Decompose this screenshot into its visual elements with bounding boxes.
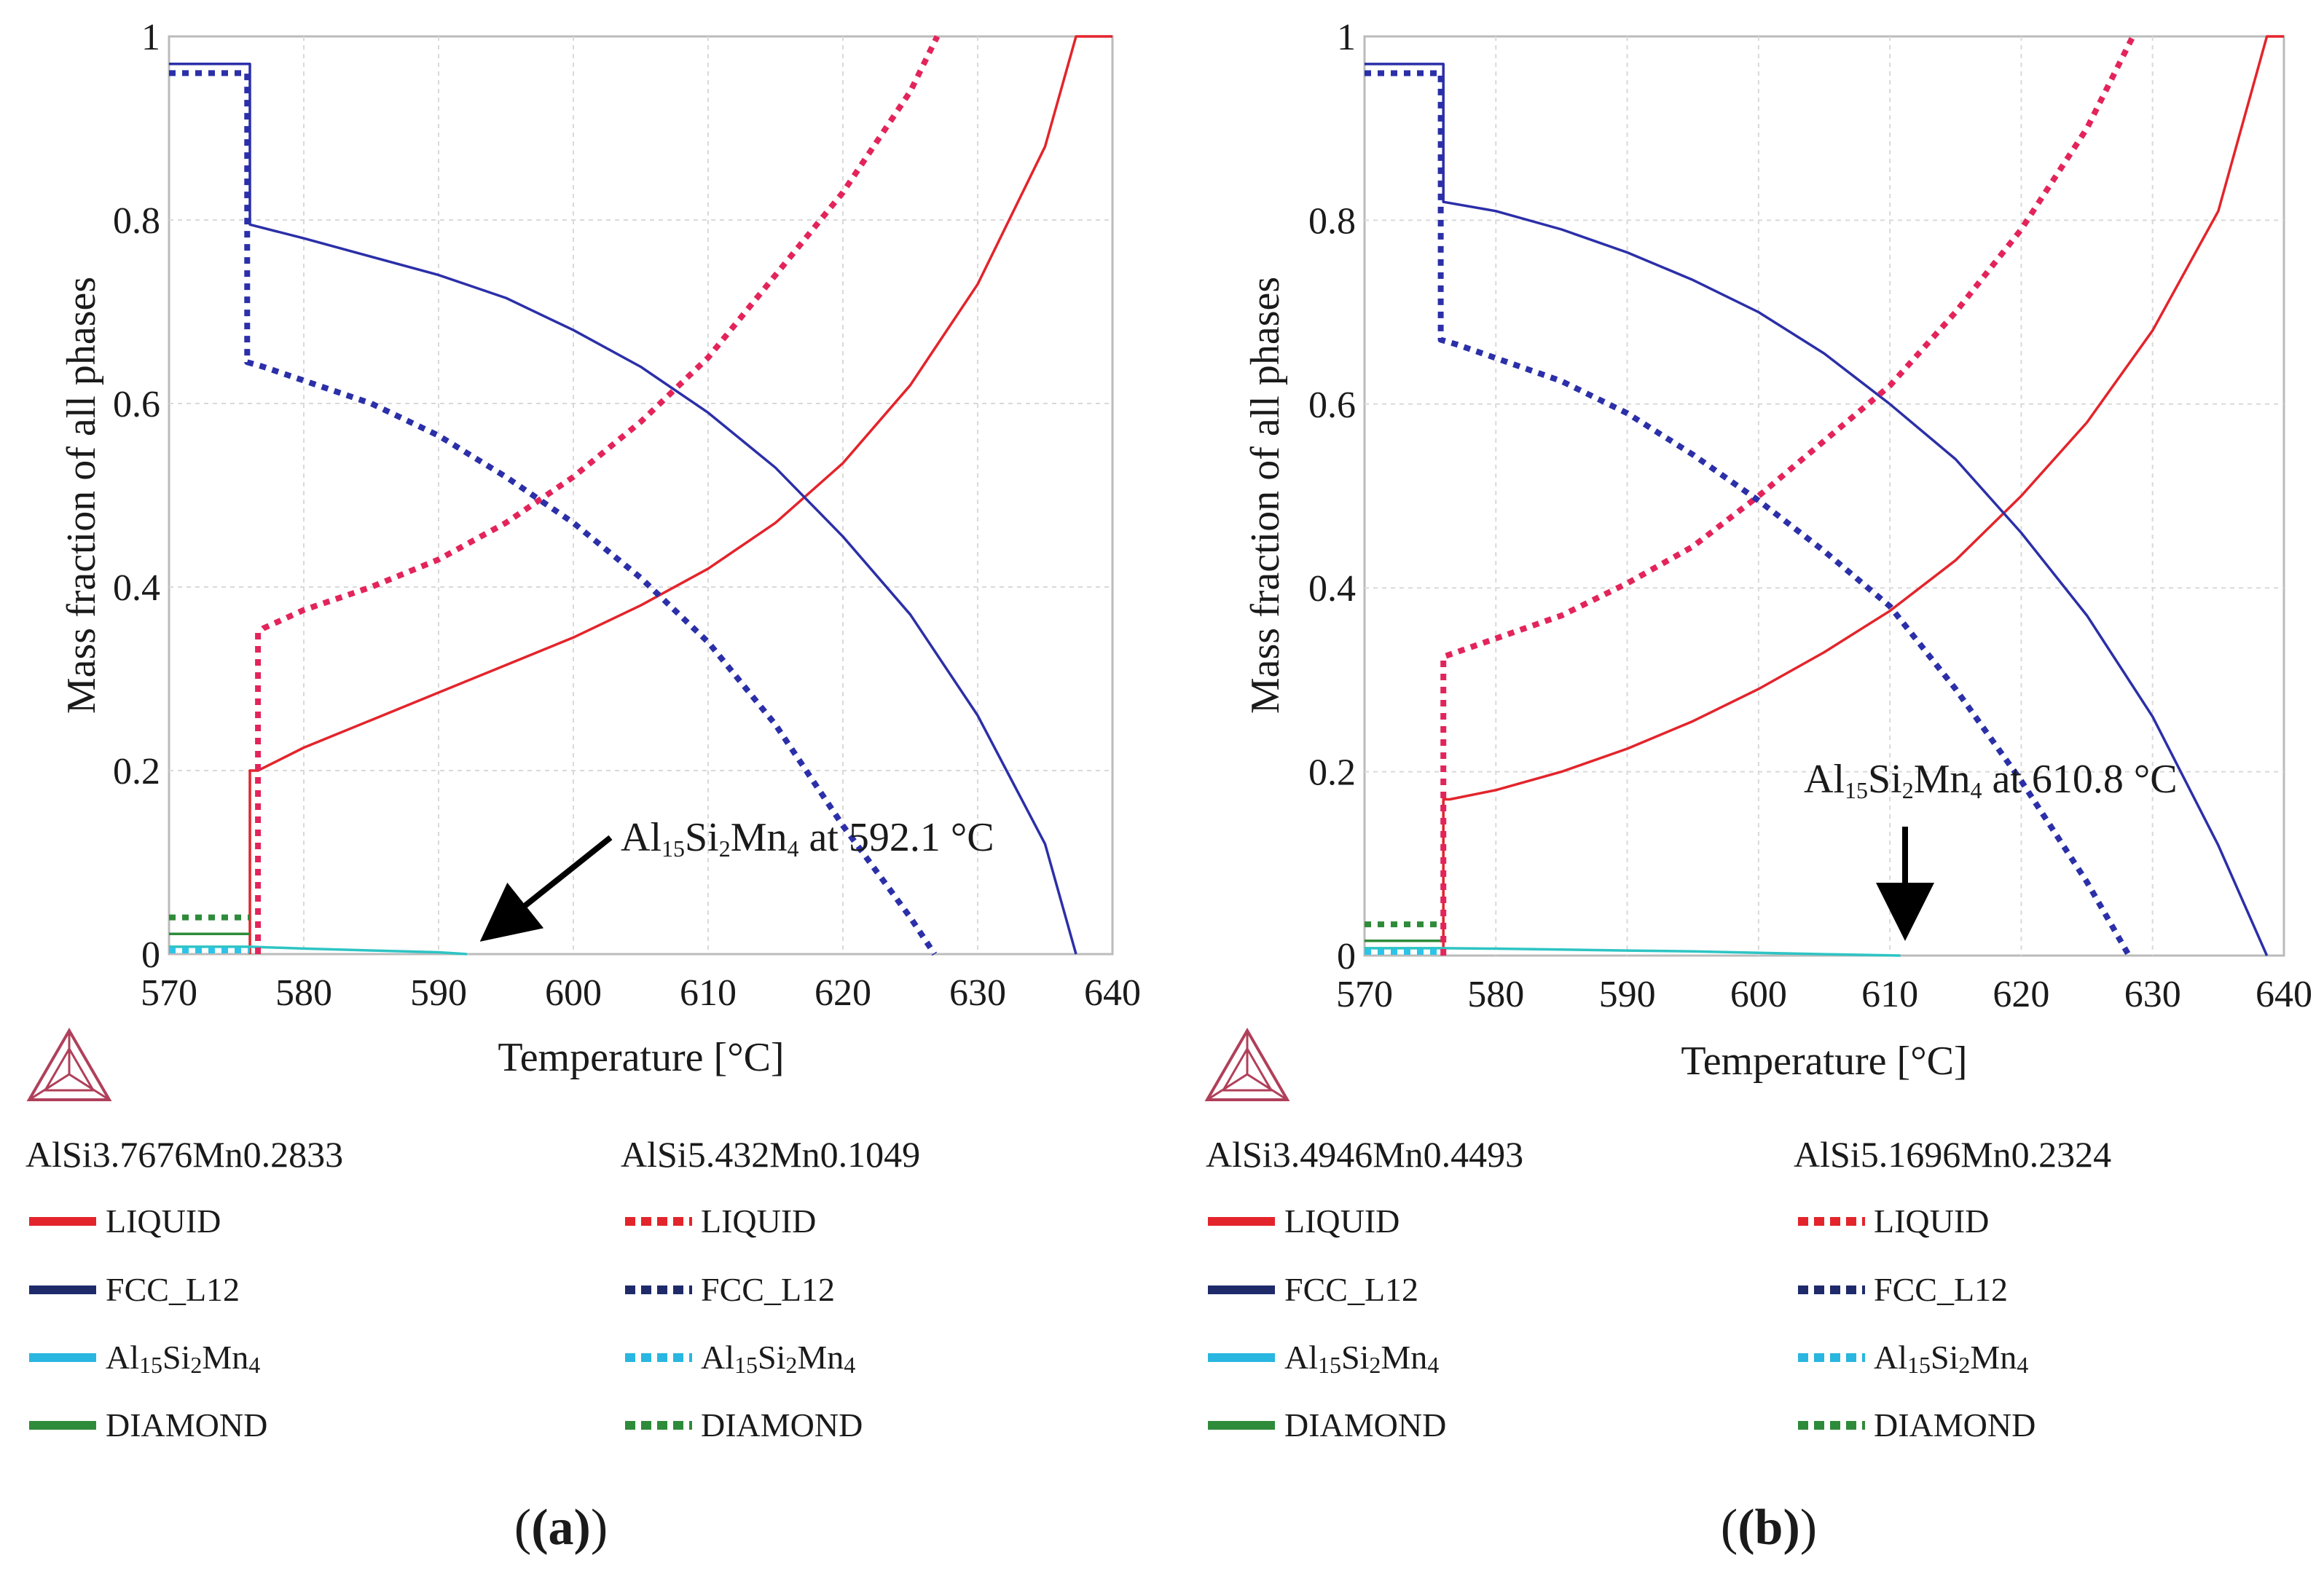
annotation-a: Al15Si2Mn4 at 592.1 °C	[479, 815, 994, 942]
annotation-b: Al15Si2Mn4 at 610.8 °C	[1804, 757, 2178, 941]
grid-b	[1365, 36, 2284, 956]
legend-label-fcc-b1: FCC_L12	[1284, 1271, 1418, 1308]
plot-frame-a	[168, 35, 1114, 956]
panel-label-b: ((b))	[1721, 1500, 1817, 1556]
x-tick-label: 610	[1861, 974, 1918, 1015]
x-ticks-b: 570 580 590 600 610 620 630 640	[1336, 974, 2312, 1015]
y-tick-label: 0.6	[113, 384, 160, 425]
x-tick-label: 570	[1336, 974, 1393, 1015]
y-tick-label: 0.4	[113, 567, 160, 609]
x-ticks-a: 570 580 590 600 610 620 630 640	[141, 972, 1141, 1014]
legend-a: AlSi3.7676Mn0.2833 AlSi5.432Mn0.1049 LIQ…	[25, 1134, 920, 1444]
y-tick-label: 0	[1337, 936, 1356, 977]
panel-a: 570 580 590 600 610 620 630 640 00.20.40.60.81 …	[25, 17, 1141, 1556]
x-tick-label: 580	[1467, 974, 1524, 1015]
annotation-text-b: Al15Si2Mn4 at 610.8 °C	[1804, 757, 2178, 803]
legend-col2-title-b: AlSi5.1696Mn0.2324	[1794, 1134, 2111, 1175]
series-fcc-l12-dotted	[1365, 70, 2132, 957]
legend-label-al15-a1: Al15Si2Mn4	[106, 1339, 260, 1378]
x-axis-label-b: Temperature [°C]	[1681, 1039, 1967, 1084]
y-tick-label: 1	[1337, 17, 1356, 58]
x-tick-label: 590	[1599, 974, 1656, 1015]
x-tick-label: 600	[545, 972, 602, 1014]
y-tick-label: 0.2	[113, 751, 160, 792]
legend-label-liquid-b1: LIQUID	[1284, 1202, 1399, 1240]
series-fcc-l12-solid	[169, 63, 1077, 955]
grid-a	[169, 36, 1112, 954]
series-fcc-l12-dotted	[169, 70, 938, 956]
panel-b: 570 580 590 600 610 620 630 640 00.20.40.60.81 …	[1204, 17, 2312, 1556]
y-ticks-b: 0 0.2 0.4 0.6 0.8 1	[1308, 17, 1356, 977]
plot-frame-b	[1363, 35, 2285, 957]
x-tick-label: 570	[141, 972, 197, 1014]
series-al15si2mn4-solid	[169, 945, 468, 956]
annotation-arrow-a	[479, 835, 613, 942]
series-al15si2mn4-solid	[1365, 947, 1901, 957]
y-tick-label: 1	[141, 17, 160, 58]
legend-col1-title-a: AlSi3.7676Mn0.2833	[25, 1134, 343, 1175]
y-tick-label: 0.8	[1308, 200, 1356, 242]
x-tick-label: 620	[1993, 974, 2049, 1015]
legend-label-diamond-a1: DIAMOND	[106, 1406, 267, 1444]
x-tick-label: 640	[2256, 974, 2312, 1015]
y-axis-label-a: Mass fraction of all phases	[59, 277, 104, 714]
x-tick-label: 590	[410, 972, 467, 1014]
y-tick-label: 0	[141, 934, 160, 976]
panel-label-a: ((a))	[514, 1500, 608, 1556]
y-axis-label-b: Mass fraction of all phases	[1243, 277, 1288, 714]
legend-label-liquid-a2: LIQUID	[701, 1202, 816, 1240]
x-tick-label: 630	[949, 972, 1006, 1014]
series-liquid-dotted	[1440, 35, 2136, 956]
series-b	[1365, 35, 2284, 957]
x-tick-label: 580	[275, 972, 332, 1014]
legend-b: AlSi3.4946Mn0.4493 AlSi5.1696Mn0.2324 LI…	[1206, 1134, 2111, 1444]
plot-area-a: 570 580 590 600 610 620 630 640 0 0.2 0.4 0.6 0.8 1	[113, 17, 1141, 1014]
annotation-text-a: Al15Si2Mn4 at 592.1 °C	[621, 815, 994, 862]
plot-area-b: 570 580 590 600 610 620 630 640 0 0.2 0.4 0.6 0.8 1	[1308, 17, 2312, 1015]
legend-label-liquid-b2: LIQUID	[1874, 1202, 1989, 1240]
x-tick-label: 600	[1730, 974, 1787, 1015]
y-tick-label: 0.2	[1308, 752, 1356, 794]
y-tick-label: 0.4	[1308, 568, 1356, 610]
legend-col2-title-a: AlSi5.432Mn0.1049	[621, 1134, 920, 1175]
legend-label-al15-a2: Al15Si2Mn4	[701, 1339, 855, 1378]
y-tick-label: 0.6	[1308, 385, 1356, 426]
series-fcc-l12-solid	[1365, 63, 2269, 956]
legend-label-al15-b2: Al15Si2Mn4	[1874, 1339, 2028, 1378]
series-liquid-dotted	[255, 35, 941, 954]
x-tick-label: 620	[814, 972, 871, 1014]
calphad-logo-a	[26, 1028, 112, 1101]
y-tick-label: 0.8	[113, 200, 160, 242]
legend-label-fcc-b2: FCC_L12	[1874, 1271, 2008, 1308]
x-tick-label: 630	[2124, 974, 2181, 1015]
x-tick-label: 640	[1084, 972, 1141, 1014]
legend-col1-title-b: AlSi3.4946Mn0.4493	[1206, 1134, 1523, 1175]
legend-label-diamond-b2: DIAMOND	[1874, 1406, 2036, 1444]
series-liquid-solid	[248, 35, 1112, 954]
legend-label-al15-b1: Al15Si2Mn4	[1284, 1339, 1439, 1378]
legend-label-liquid-a1: LIQUID	[106, 1202, 221, 1240]
legend-label-fcc-a1: FCC_L12	[106, 1271, 240, 1308]
series-a	[169, 35, 1112, 956]
x-axis-label-a: Temperature [°C]	[498, 1035, 784, 1080]
series-liquid-solid	[1442, 35, 2284, 956]
y-ticks-a: 0 0.2 0.4 0.6 0.8 1	[113, 17, 160, 976]
legend-label-diamond-a2: DIAMOND	[701, 1406, 863, 1444]
legend-label-diamond-b1: DIAMOND	[1284, 1406, 1446, 1444]
x-tick-label: 610	[680, 972, 737, 1014]
calphad-logo-b	[1204, 1028, 1290, 1101]
legend-label-fcc-a2: FCC_L12	[701, 1271, 835, 1308]
